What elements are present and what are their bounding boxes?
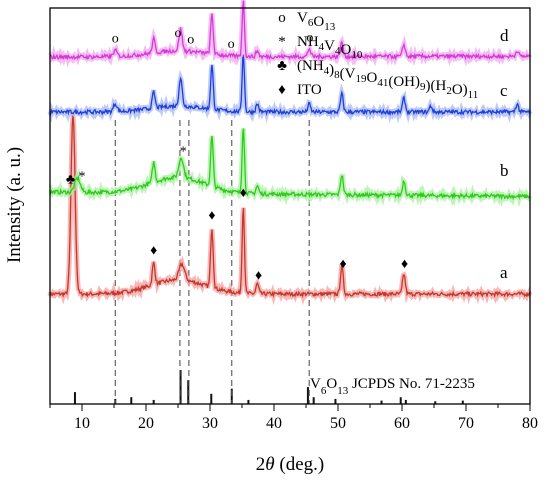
plot-frame [49,7,531,405]
curve-label-d: d [500,26,509,45]
x-tick-label: 70 [458,415,474,432]
peak-marker: o [112,31,119,46]
peak-marker: ♦ [255,268,262,283]
x-tick-label: 50 [330,415,346,432]
x-tick-label: 80 [522,415,538,432]
x-axis-title-symbol: θ [265,454,274,475]
x-tick-label: 30 [202,415,218,432]
x-axis-title: 2θ (deg.) [256,454,324,475]
peak-marker: ♦ [401,257,408,272]
series-halo-d [48,0,533,69]
reference-label: V6O13 JCPDS No. 71-2235 [310,376,475,397]
curve-label-a: a [500,263,508,282]
reference-bars [73,370,464,404]
y-axis-title: Intensity (a. u.) [4,147,25,263]
legend: o V6O13* NH4V4O10♣ (NH4)8(V19O41(OH)9)(H2O)… [277,10,478,101]
legend-symbol: o [278,10,286,26]
x-tick-label: 20 [138,415,154,432]
curve-label-c: c [500,81,508,100]
peak-marker: o [228,37,235,52]
series-line-c [49,54,531,117]
series-line-b [49,128,531,201]
peak-marker: o [187,32,194,47]
legend-symbol: * [278,34,286,50]
series-line-a [49,114,531,299]
peak-marker: o [306,30,313,45]
peak-markers: ♦♦♦♦♦ ♦♣ **o o o o o [66,26,408,284]
curve-labels: a b c d [500,26,509,282]
peak-marker: ♦ [208,209,215,224]
peak-marker: * [79,170,86,185]
peak-marker: ♣ [66,173,75,188]
x-tick-label: 60 [394,415,410,432]
legend-formula: (NH4)8(V19O41(OH)9)(H2O)11 [297,58,478,101]
x-tick-label: 40 [266,415,282,432]
peak-marker: o [175,26,182,41]
legend-symbol: ♦ [278,82,286,98]
x-tick-label: 10 [74,415,90,432]
legend-formula: ITO [297,82,322,98]
peak-marker: ♦ [240,186,247,201]
curve-label-b: b [500,161,509,180]
series-curves [47,0,533,306]
series-halo-a [47,114,533,306]
x-axis-title-prefix: 2 [256,454,266,475]
peak-marker: ♦ [150,244,157,259]
series-line-d [49,0,531,61]
x-axis-ticks: 10 20 30 40 50 60 70 80 [49,404,538,432]
peak-marker: * [180,145,187,160]
peak-marker: ♦ [340,257,347,272]
legend-symbol: ♣ [277,58,287,74]
legend-formula: NH4V4O10 [297,34,363,61]
legend-formula: V6O13 [297,10,336,33]
series-halo-b [48,128,532,208]
x-axis-title-suffix: (deg.) [275,454,325,475]
